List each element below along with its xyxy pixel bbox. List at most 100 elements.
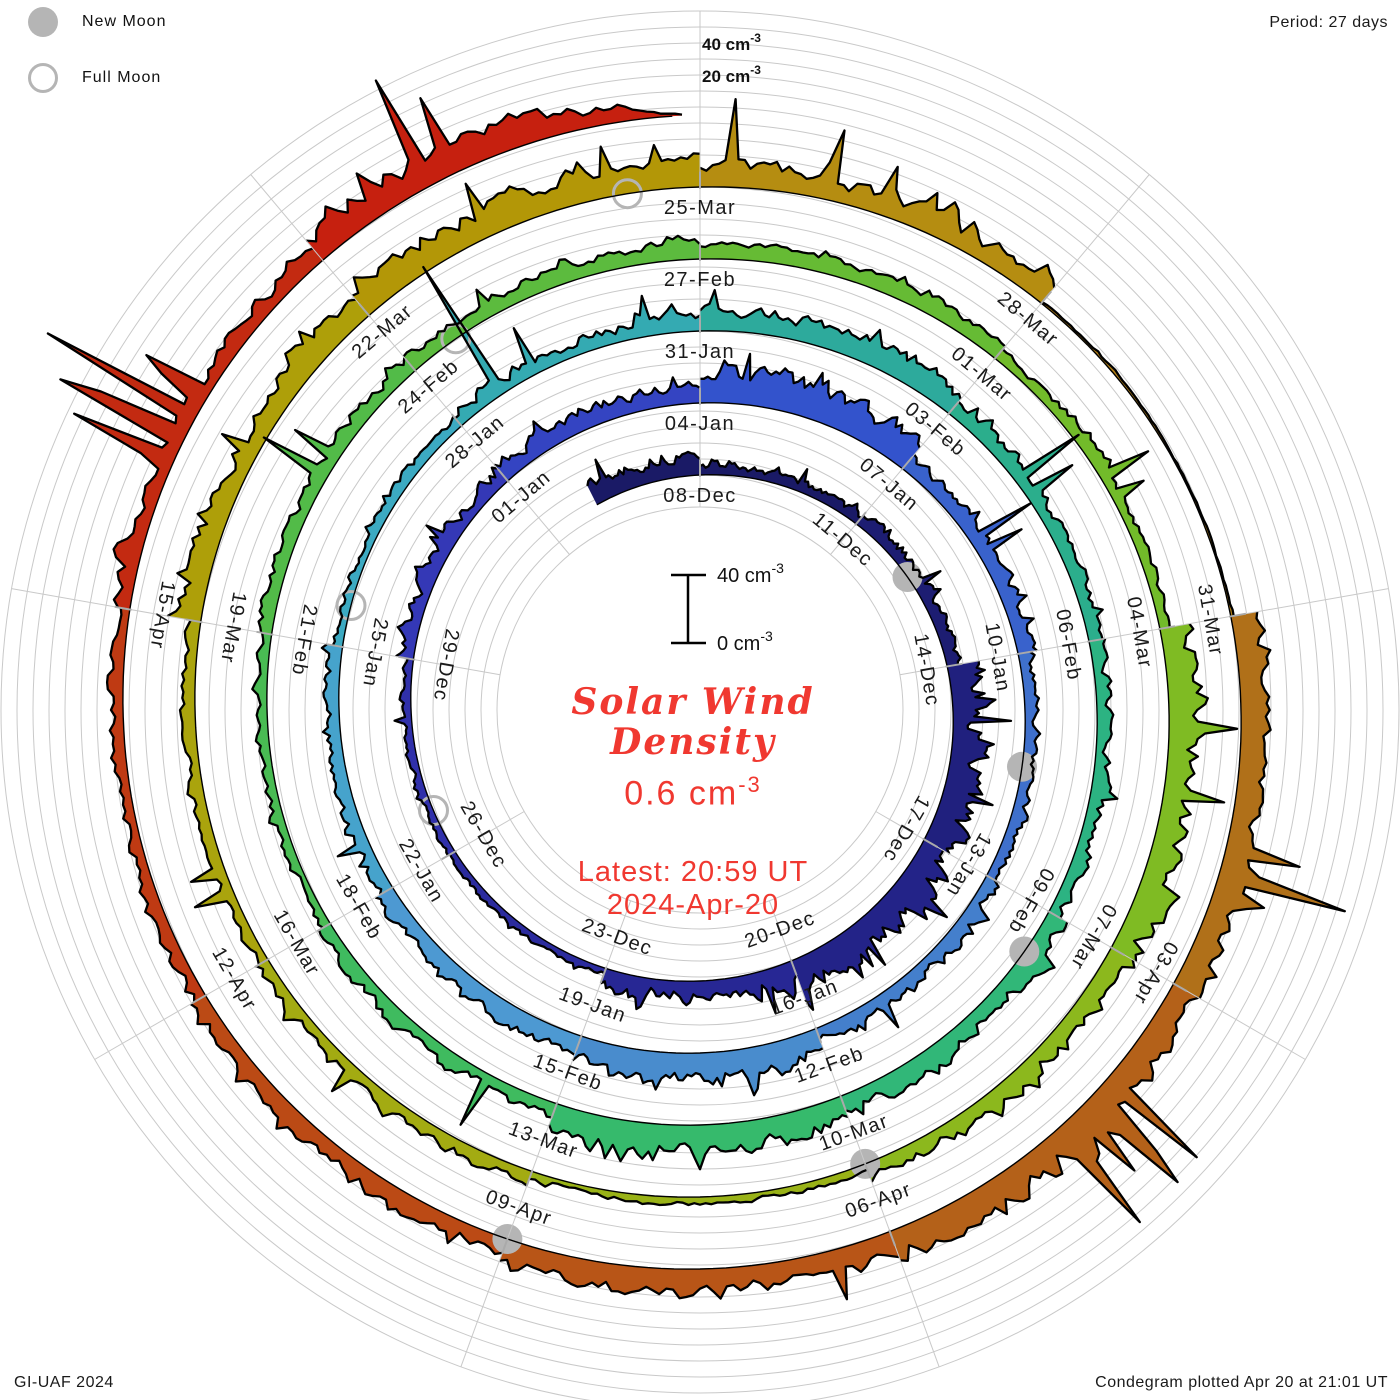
legend-new-moon: New Moon	[28, 6, 166, 38]
density-band-20-Dec	[600, 960, 797, 1014]
date-label-21-Feb: 21-Feb	[287, 603, 321, 678]
density-band-07-Mar	[865, 947, 1135, 1182]
density-outline	[46, 247, 314, 608]
density-outline	[818, 879, 1000, 1040]
density-outline	[571, 1047, 824, 1097]
density-outline	[945, 660, 1013, 855]
scale-bar-bottom-label: 0 cm-3	[717, 628, 773, 655]
density-outline	[255, 965, 528, 1187]
density-outline	[699, 241, 1006, 348]
center-annotation: Solar Wind Density 0.6 cm-3 Latest: 20:5…	[571, 682, 814, 921]
baseline-tick	[316, 921, 333, 933]
density-outline	[251, 632, 324, 929]
density-band-08-Dec	[700, 459, 862, 524]
baseline-tick	[550, 1101, 559, 1119]
density-band-16-Jan	[572, 1028, 824, 1096]
grid-spoke	[875, 811, 1306, 1060]
density-band-03-Apr	[889, 983, 1199, 1261]
baseline-tick	[888, 1229, 897, 1247]
baseline-tick	[814, 1026, 823, 1044]
density-outline	[805, 849, 950, 1011]
grid-spoke	[768, 900, 940, 1367]
density-outline	[699, 97, 1056, 289]
baseline-tick	[922, 837, 939, 848]
date-label-08-Dec: 08-Dec	[663, 485, 736, 507]
baseline-tick	[1016, 650, 1034, 656]
date-label-31-Mar: 31-Mar	[1193, 583, 1227, 658]
grid-spoke	[899, 588, 1389, 676]
new-moon-icon	[28, 7, 58, 37]
baseline-tick	[441, 849, 457, 861]
density-outline	[1059, 638, 1119, 919]
baseline-tick	[839, 1094, 847, 1111]
baseline-tick	[254, 957, 270, 968]
density-outline	[493, 376, 701, 468]
polar-grid-spokes	[11, 11, 1389, 1367]
density-band-13-Jan	[815, 875, 999, 1040]
density-band-28-Jan	[423, 267, 700, 426]
density-outline	[957, 401, 1104, 640]
baseline-tick	[1158, 625, 1176, 631]
baseline-tick	[1171, 981, 1188, 993]
date-label-22-Jan: 22-Jan	[394, 835, 448, 907]
density-band-16-Mar	[180, 620, 268, 965]
grid-spoke	[830, 174, 1150, 555]
density-outline	[320, 643, 383, 896]
density-band-31-Mar	[1173, 611, 1345, 999]
density-outline	[529, 1168, 868, 1207]
spiral-baseline	[122, 115, 1242, 1270]
date-label-04-Mar: 04-Mar	[1122, 595, 1156, 670]
outer-scale-labels: 40 cm-3 20 cm-3	[702, 31, 761, 86]
baseline-tick	[1039, 290, 1052, 306]
density-outline	[331, 415, 455, 646]
density-band-13-Mar	[256, 959, 533, 1186]
date-label-15-Apr: 15-Apr	[145, 579, 179, 651]
full-moon-marker	[335, 590, 367, 621]
date-label-04-Jan: 04-Jan	[665, 413, 735, 435]
date-label-10-Jan: 10-Jan	[980, 621, 1014, 694]
baseline-tick	[398, 655, 416, 661]
density-outline	[499, 1253, 900, 1301]
density-outline	[599, 974, 798, 1015]
outer-ring-label-40: 40 cm-3	[702, 31, 761, 54]
baseline-tick	[984, 873, 1001, 884]
density-outline	[374, 896, 576, 1056]
density-band-12-Apr	[107, 607, 206, 1003]
density-outline	[257, 357, 406, 633]
density-outline	[1041, 301, 1235, 617]
density-band-21-Feb	[258, 357, 416, 635]
baseline-tick	[404, 358, 418, 373]
outer-ring-label-20: 20 cm-3	[702, 63, 761, 86]
baseline-tick	[525, 1169, 534, 1187]
baseline-tick	[1047, 909, 1063, 921]
density-band-31-Jan	[700, 290, 961, 414]
plotted-timestamp: Condegram plotted Apr 20 at 21:01 UT	[1095, 1374, 1388, 1391]
baseline-tick	[191, 993, 208, 1004]
baseline-tick	[789, 958, 798, 976]
density-outline	[166, 298, 356, 618]
density-band-06-Apr	[499, 1231, 900, 1300]
density-outline	[1132, 623, 1239, 962]
baseline-tick	[358, 303, 371, 318]
density-outline	[699, 458, 862, 519]
grid-spoke	[11, 588, 501, 676]
density-outline	[1001, 348, 1171, 628]
date-label-27-Feb: 27-Feb	[664, 269, 736, 291]
baseline-tick	[863, 1161, 872, 1179]
density-band-06-Feb	[1049, 638, 1118, 918]
density-band-12-Feb	[549, 1096, 849, 1170]
density-band-24-Feb	[403, 235, 700, 371]
baseline-tick	[900, 456, 914, 471]
credit-label: GI-UAF 2024	[14, 1374, 114, 1391]
baseline-tick	[497, 468, 510, 483]
chart-title: Solar Wind Density	[571, 681, 815, 764]
density-outline	[913, 453, 1038, 652]
density-outline	[845, 921, 1069, 1116]
baseline-tick	[501, 1237, 509, 1254]
date-label-31-Jan: 31-Jan	[665, 341, 735, 363]
baseline-tick	[327, 643, 345, 649]
baseline-tick	[575, 1034, 583, 1051]
date-label-11-Dec: 11-Dec	[808, 508, 877, 571]
baseline-tick	[1087, 637, 1105, 643]
density-band-26-Dec	[394, 658, 455, 856]
